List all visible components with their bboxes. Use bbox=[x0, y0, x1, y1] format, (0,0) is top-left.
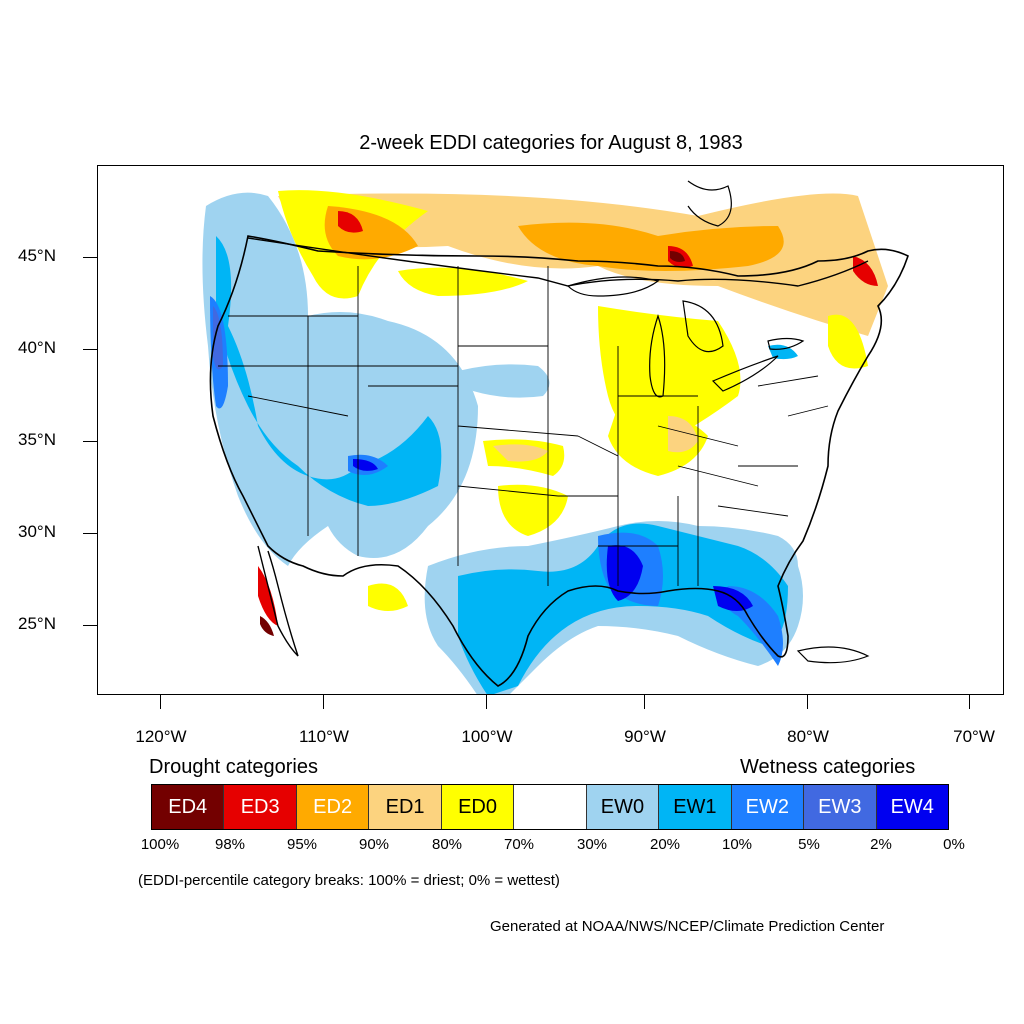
lat-tick bbox=[83, 349, 97, 351]
legend-box-ew0: EW0 bbox=[586, 785, 660, 829]
legend-bar: ED4 ED3 ED2 ED1 ED0 EW0 EW1 EW2 EW3 EW4 bbox=[151, 784, 949, 830]
region-ed3-baja bbox=[258, 566, 278, 626]
state-lines bbox=[218, 266, 829, 586]
break-label: 10% bbox=[721, 836, 753, 853]
legend-box-ew3: EW3 bbox=[804, 785, 877, 829]
legend-label-ed1: ED1 bbox=[385, 795, 425, 818]
credit-line: Generated at NOAA/NWS/NCEP/Climate Predi… bbox=[490, 918, 885, 935]
eddi-map bbox=[97, 165, 1004, 695]
region-ed0-northeast bbox=[828, 314, 868, 369]
legend-label-ed2: ED2 bbox=[313, 795, 353, 818]
region-ed4-baja bbox=[260, 616, 274, 636]
lon-label-120: 120°W bbox=[135, 727, 187, 746]
region-ed2-ontario bbox=[518, 222, 784, 271]
legend-label-ed4: ED4 bbox=[168, 795, 208, 818]
region-ed0-texas bbox=[368, 583, 408, 611]
drought-heading: Drought categories bbox=[149, 756, 318, 778]
break-label: 0% bbox=[943, 836, 965, 853]
legend-box-neutral bbox=[514, 785, 587, 829]
region-ed4-ontario bbox=[670, 251, 685, 262]
legend-label-ew1: EW1 bbox=[673, 795, 717, 818]
legend-box-ed2: ED2 bbox=[296, 785, 370, 829]
legend-box-ed4: ED4 bbox=[152, 785, 225, 829]
region-ew1-ny bbox=[768, 344, 798, 360]
break-label: 98% bbox=[214, 836, 246, 853]
lat-label-25: 25°N bbox=[18, 614, 56, 633]
break-label: 20% bbox=[649, 836, 681, 853]
break-label: 5% bbox=[798, 836, 820, 853]
lon-label-70: 70°W bbox=[953, 727, 995, 746]
baja-peninsula bbox=[257, 545, 299, 657]
map-title: 2-week EDDI categories for August 8, 198… bbox=[359, 132, 743, 154]
break-label: 80% bbox=[431, 836, 463, 853]
break-label: 90% bbox=[358, 836, 390, 853]
map-canvas bbox=[202, 180, 909, 694]
legend-label-ew4: EW4 bbox=[890, 795, 934, 818]
region-ew4-arizona bbox=[353, 459, 378, 471]
lon-label-90: 90°W bbox=[624, 727, 666, 746]
break-label: 30% bbox=[576, 836, 608, 853]
region-ed0-plains bbox=[398, 267, 528, 296]
cuba bbox=[796, 646, 870, 664]
region-ed1-ohio bbox=[668, 416, 698, 453]
lon-tick bbox=[323, 695, 325, 709]
region-ew1-west bbox=[216, 236, 442, 506]
legend-label-ed3: ED3 bbox=[240, 795, 280, 818]
lon-label-110: 110°W bbox=[299, 727, 349, 746]
lat-tick bbox=[83, 533, 97, 535]
lat-label-40: 40°N bbox=[18, 338, 56, 357]
lake-michigan bbox=[649, 314, 666, 398]
legend-box-ew2: EW2 bbox=[731, 785, 805, 829]
legend-box-ed1: ED1 bbox=[369, 785, 442, 829]
legend-box-ew1: EW1 bbox=[659, 785, 732, 829]
lon-label-80: 80°W bbox=[787, 727, 829, 746]
lat-label-45: 45°N bbox=[18, 246, 56, 265]
us-outline bbox=[209, 235, 909, 687]
legend-box-ew4: EW4 bbox=[876, 785, 948, 829]
break-label: 95% bbox=[286, 836, 318, 853]
legend-note: (EDDI-percentile category breaks: 100% =… bbox=[138, 872, 560, 889]
break-label: 70% bbox=[503, 836, 535, 853]
legend-box-ed0: ED0 bbox=[441, 785, 515, 829]
region-ew3-coast bbox=[213, 306, 223, 370]
canada-border bbox=[247, 237, 869, 287]
legend-box-ed3: ED3 bbox=[224, 785, 297, 829]
lake-ontario bbox=[767, 337, 805, 350]
region-ed1-kansas bbox=[493, 444, 548, 462]
lat-label-30: 30°N bbox=[18, 522, 56, 541]
lon-tick bbox=[486, 695, 488, 709]
region-ed0-oklahoma bbox=[498, 484, 568, 536]
lon-label-100: 100°W bbox=[461, 727, 513, 746]
region-ed3-maine bbox=[853, 256, 878, 286]
legend-label-ew0: EW0 bbox=[600, 795, 645, 818]
region-ed3-montana bbox=[338, 211, 363, 233]
break-label: 2% bbox=[870, 836, 892, 853]
lake-erie bbox=[711, 355, 779, 392]
region-ew0-nebraska bbox=[458, 364, 550, 398]
lon-tick bbox=[160, 695, 162, 709]
break-label: 100% bbox=[140, 836, 180, 853]
lake-superior bbox=[566, 276, 660, 297]
lat-tick bbox=[83, 441, 97, 443]
lat-tick bbox=[83, 625, 97, 627]
lat-tick bbox=[83, 257, 97, 259]
lon-tick bbox=[969, 695, 971, 709]
lon-tick bbox=[644, 695, 646, 709]
wetness-heading: Wetness categories bbox=[740, 756, 916, 778]
legend-label-ew3: EW3 bbox=[818, 795, 862, 818]
legend-label-ed0: ED0 bbox=[458, 795, 497, 818]
lake-huron bbox=[682, 300, 724, 353]
lat-label-35: 35°N bbox=[18, 430, 56, 449]
legend-label-ew2: EW2 bbox=[745, 795, 790, 818]
hudson-edge bbox=[687, 180, 732, 227]
lon-tick bbox=[807, 695, 809, 709]
region-ew4-louisiana bbox=[606, 545, 643, 601]
region-ew1-gulf bbox=[458, 523, 788, 694]
boundaries bbox=[209, 180, 909, 687]
